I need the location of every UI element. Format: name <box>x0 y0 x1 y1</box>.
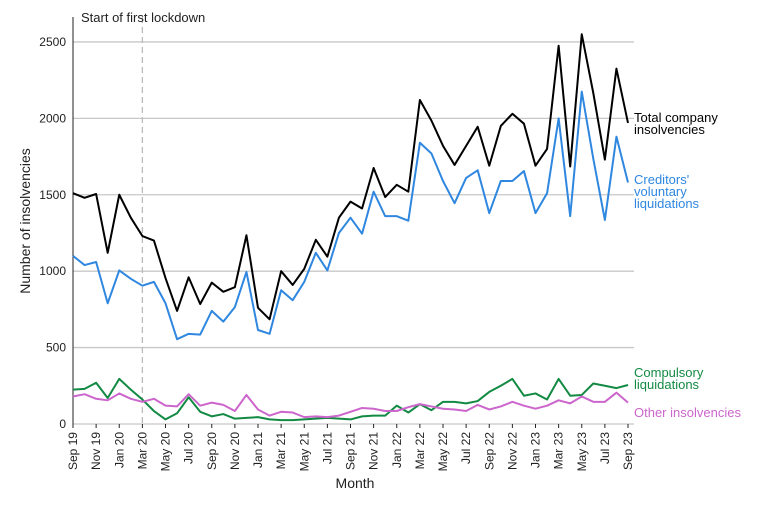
x-tick-label: Jul 21 <box>320 432 334 464</box>
x-tick-label: May 20 <box>159 432 173 472</box>
x-axis-title: Month <box>336 475 375 491</box>
y-axis-title: Number of insolvencies <box>17 148 33 294</box>
x-tick-label: Sep 20 <box>205 432 219 470</box>
x-tick-label: Mar 21 <box>274 432 288 470</box>
x-tick-label: May 23 <box>575 432 589 472</box>
annotation-text: Start of first lockdown <box>81 10 205 25</box>
x-tick-label: Mar 20 <box>135 432 149 470</box>
series-line <box>72 391 629 419</box>
series-line <box>72 90 629 341</box>
x-tick-label: Sep 23 <box>621 432 635 470</box>
x-tick-label: Nov 20 <box>228 432 242 470</box>
series-line <box>72 377 629 422</box>
y-tick-label: 1000 <box>39 264 66 278</box>
x-tick-label: Sep 21 <box>344 432 358 470</box>
x-tick-label: May 21 <box>297 432 311 472</box>
x-tick-label: Sep 22 <box>482 432 496 470</box>
y-tick-label: 0 <box>59 417 66 431</box>
x-tick-label: Jul 22 <box>459 432 473 464</box>
x-tick-label: Jan 20 <box>112 432 126 468</box>
x-tick-label: Nov 19 <box>89 432 103 470</box>
series-label: Total company insolvencies <box>634 110 718 137</box>
x-tick-label: Jan 21 <box>251 432 265 468</box>
series-line <box>72 33 629 321</box>
y-tick-label: 1500 <box>39 188 66 202</box>
x-tick-label: Jan 23 <box>529 432 543 468</box>
x-tick-label: Sep 19 <box>66 432 80 470</box>
x-tick-label: Jan 22 <box>390 432 404 468</box>
x-tick-label: Nov 22 <box>505 432 519 470</box>
series-label: Compulsory liquidations <box>634 365 704 392</box>
x-tick-label: Jul 20 <box>182 432 196 464</box>
x-tick-label: May 22 <box>436 432 450 472</box>
y-tick-label: 2500 <box>39 35 66 49</box>
y-tick-label: 500 <box>46 341 66 355</box>
x-tick-label: Mar 22 <box>413 432 427 470</box>
series-label: Creditors' voluntary liquidations <box>634 172 700 211</box>
x-tick-label: Jul 23 <box>598 432 612 464</box>
x-tick-label: Nov 21 <box>367 432 381 470</box>
y-tick-label: 2000 <box>39 111 66 125</box>
series-label: Other insolvencies <box>634 405 741 420</box>
x-tick-label: Mar 23 <box>552 432 566 470</box>
